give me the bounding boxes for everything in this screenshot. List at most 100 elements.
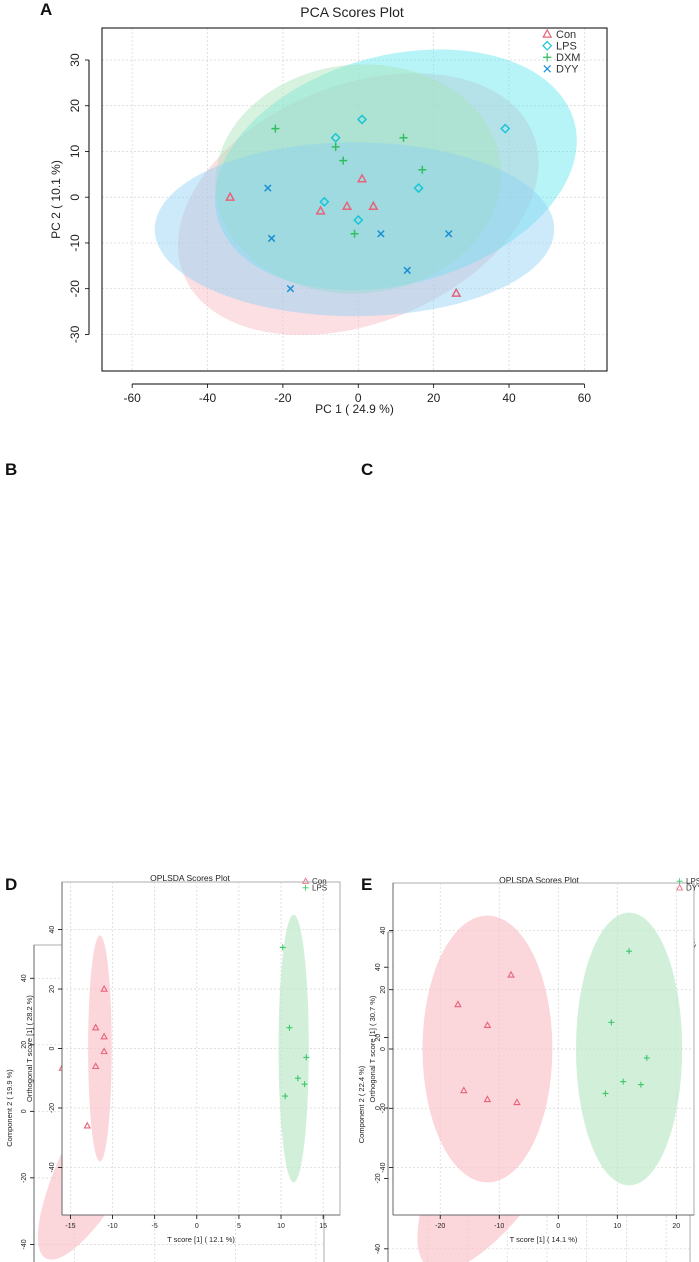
x-axis-label: T score [1] ( 12.1 %) [167, 1235, 235, 1244]
x-tick-label: 10 [613, 1223, 621, 1230]
oplsda-panel-E: E OPLSDA Scores Plot -20 -10 0 10 20 -40 -20 0 20… [350, 868, 699, 1262]
data-points [225, 114, 511, 297]
x-tick-label: 40 [502, 391, 516, 405]
y-tick-label: -40 [49, 1162, 56, 1172]
point-con [83, 1121, 92, 1129]
y-axis-label: PC 2 ( 10.1 %) [49, 160, 63, 239]
grid-lines [102, 28, 607, 371]
x-tick-label: -60 [123, 391, 141, 405]
point-dxm [271, 124, 280, 133]
y-tick-label: 20 [68, 99, 82, 113]
y-tick-label: -20 [68, 280, 82, 298]
x-tick-label: 0 [355, 391, 362, 405]
point-dxm [418, 165, 427, 174]
point-lps [294, 1075, 301, 1082]
ellipse-dxm [215, 64, 502, 294]
point-lps [286, 1024, 293, 1031]
legend-marker-dxm [543, 53, 552, 62]
x-tick-label: 0 [556, 1223, 560, 1230]
legend-label-lps: LPS [686, 877, 699, 886]
point-dyy [377, 230, 385, 238]
y-tick-label: 40 [49, 926, 56, 934]
y-tick-label: 0 [375, 1106, 382, 1110]
ellipse-lps [575, 912, 683, 1186]
x-tick-label: 10 [277, 1223, 285, 1230]
grid-lines [62, 882, 340, 1215]
panel-label-A: A [40, 0, 53, 19]
y-tick-label: 40 [380, 926, 387, 934]
legend-marker-con [542, 28, 553, 38]
point-con [341, 200, 353, 210]
x-axis-label: T score [1] ( 14.1 %) [510, 1235, 578, 1244]
ellipse-lps [278, 914, 309, 1183]
x-tick-label: 60 [578, 391, 592, 405]
x-tick-label: -20 [435, 1223, 445, 1230]
point-lps [643, 1054, 650, 1061]
point-con [91, 1062, 100, 1070]
point-dxm [350, 229, 359, 238]
point-lps [602, 1090, 609, 1097]
point-lps [413, 183, 424, 194]
confidence-ellipses [422, 912, 683, 1186]
y-tick-label: 20 [21, 1041, 28, 1049]
y-tick-label: -40 [21, 1239, 28, 1249]
y-tick-label: 20 [380, 986, 387, 994]
chart-title: OPLSDA Scores Plot [499, 875, 579, 885]
y-tick-label: -40 [380, 1162, 387, 1172]
point-con [315, 205, 326, 215]
point-dyy [483, 1021, 492, 1028]
y-tick-label: 20 [375, 1034, 382, 1042]
point-con [100, 1032, 108, 1040]
point-lps [279, 944, 286, 951]
legend-marker-lps [542, 40, 553, 51]
plot-area [102, 28, 607, 371]
y-tick-label: 0 [380, 1047, 387, 1051]
ellipse-lps [215, 49, 577, 291]
point-con [100, 1047, 108, 1055]
panel-label-E: E [361, 875, 373, 894]
x-tick-label: 20 [427, 391, 441, 405]
legend-label-con: Con [556, 29, 576, 41]
legend-marker-lps [676, 878, 683, 885]
pca-panel-A: A PCA Scores Plot -60 -40 -20 0 20 40 60 -30 -20 -… [0, 0, 699, 440]
confidence-ellipses [88, 914, 309, 1183]
point-lps [353, 215, 364, 226]
y-tick-label: 30 [68, 53, 82, 67]
legend: LPSDYY [676, 877, 699, 893]
point-lps [282, 1093, 289, 1100]
y-tick-label: 40 [21, 974, 28, 982]
point-lps [608, 1019, 615, 1026]
point-dxm [399, 133, 408, 142]
plsda-b-chart: PLSDA Scores Plot-2002040-40-2002040Comp… [5, 925, 327, 1262]
point-dyy [513, 1098, 521, 1106]
point-lps [301, 1081, 308, 1088]
point-dyy [264, 184, 272, 192]
point-dyy [460, 1086, 468, 1094]
plsda-panel-C: C PLSDA Scores Plot-30-20-100102030-40-2… [350, 453, 699, 1262]
y-axis-label: Orthogonal T score [1] ( 28.2 %) [25, 995, 34, 1102]
y-tick-label: 0 [21, 1109, 28, 1113]
point-lps [500, 123, 511, 134]
point-lps [319, 196, 330, 207]
legend-marker-con [302, 877, 310, 884]
point-con [356, 173, 368, 183]
legend-label-dyy: DYY [686, 884, 699, 893]
x-tick-label: 15 [319, 1223, 327, 1230]
oplsda-d-chart: OPLSDA Scores Plot -15 -10 -5 0 5 10 15 -40 -20 0 2… [25, 873, 341, 1244]
y-tick-label: 20 [49, 985, 56, 993]
chart-title: OPLSDA Scores Plot [150, 873, 230, 883]
plsda-panel-B: B PLSDA Scores Plot-2002040-40-2002040Co… [0, 453, 340, 1262]
point-dyy [403, 266, 411, 275]
oplsda-panel-D: D OPLSDA Scores Plot -15 -10 -5 0 5 10 15 -40 -20… [0, 868, 341, 1262]
point-dyy [454, 1000, 462, 1008]
legend-label-dyy: DYY [556, 64, 579, 76]
panel-label-B: B [5, 460, 18, 479]
point-lps [330, 132, 341, 143]
oplsda-e-chart: OPLSDA Scores Plot-20 -10 0 10 20-40-2002040… [368, 875, 699, 1244]
point-dyy [267, 234, 276, 243]
data-points [83, 944, 310, 1129]
ellipse-dyy [154, 142, 555, 317]
point-dyy [444, 230, 453, 238]
